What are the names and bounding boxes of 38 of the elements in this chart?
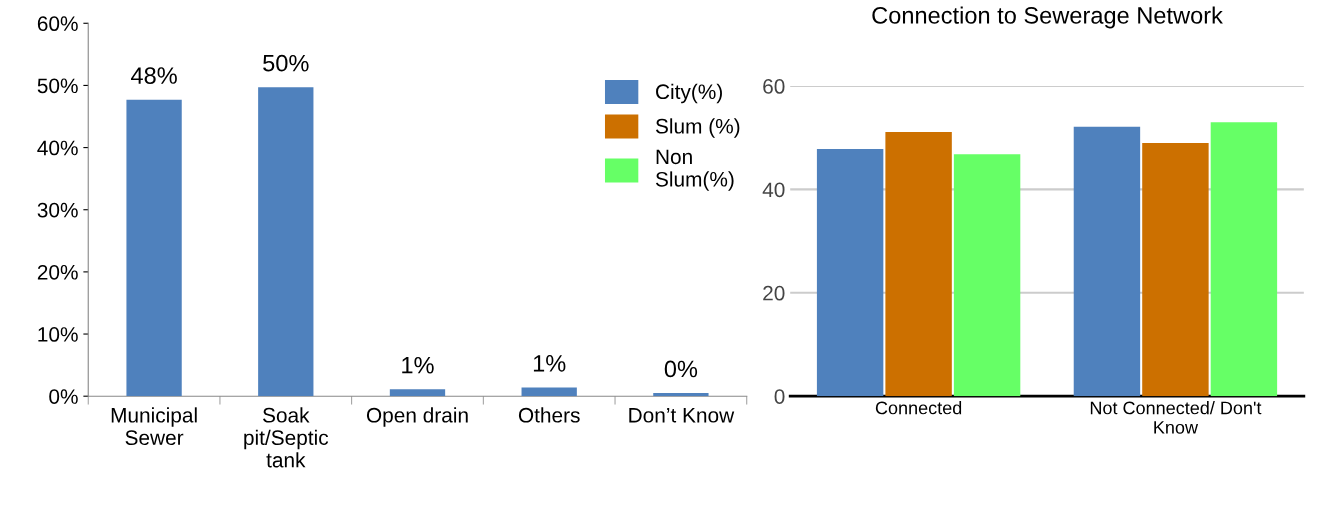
bar [816,149,884,397]
y-tick-label: 60 [763,79,785,94]
bar [1073,126,1141,397]
x-tick-label: Not Connected/ Don't Know [1090,401,1262,434]
bar [521,387,577,397]
x-tick-label: Others [518,407,580,423]
y-tick-label: 0 [774,389,785,404]
y-tick-label: 30% [37,202,78,218]
bar [1210,122,1278,397]
y-tick-label: 50% [37,78,78,94]
x-tick-label: Open drain [366,407,468,427]
bar [885,132,952,397]
bar [1142,142,1209,397]
chart-title: Connection to Sewerage Network [872,6,1223,29]
x-tick-label: Municipal Sewer [111,407,197,446]
bar [258,87,314,397]
data-label: 1% [533,355,566,372]
y-tick-label: 10% [38,327,78,342]
bar [953,154,1021,397]
x-tick-label: Soak pit/Septic tank [244,407,329,468]
legend-label: City(%) [656,83,722,104]
y-tick-label: 40% [37,140,78,156]
legend-label: Non Slum(%) [655,149,734,191]
y-tick-label: 60% [37,16,78,32]
y-tick-label: 40 [762,182,785,198]
bar [389,389,446,397]
x-tick-label: Connected [875,401,962,415]
y-tick-label: 20% [37,264,78,280]
data-label: 48% [131,67,177,84]
legend-label: Slum (%) [655,118,740,138]
bar [126,99,182,397]
data-label: 0% [664,360,698,378]
y-tick-label: 0% [49,389,78,404]
y-tick-label: 20 [763,285,785,301]
x-tick-label: Don’t Know [629,408,735,423]
data-label: 50% [263,54,309,72]
data-label: 1% [402,356,434,374]
bar [653,393,709,397]
